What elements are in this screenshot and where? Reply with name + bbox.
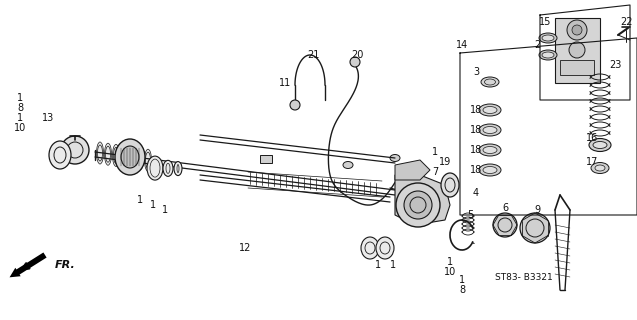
Ellipse shape — [115, 139, 145, 175]
Text: 4: 4 — [473, 188, 479, 198]
Ellipse shape — [145, 149, 152, 171]
Text: ST83- B3321: ST83- B3321 — [495, 274, 553, 283]
Text: 8: 8 — [17, 103, 23, 113]
Ellipse shape — [542, 35, 554, 41]
Polygon shape — [395, 160, 430, 180]
Text: 16: 16 — [586, 133, 598, 143]
Text: 21: 21 — [307, 50, 319, 60]
Text: 10: 10 — [14, 123, 26, 133]
Ellipse shape — [49, 141, 71, 169]
Circle shape — [396, 183, 440, 227]
Text: 13: 13 — [42, 113, 54, 123]
Ellipse shape — [343, 162, 353, 169]
Text: 23: 23 — [609, 60, 621, 70]
Bar — [555, 18, 600, 83]
Text: 20: 20 — [351, 50, 363, 60]
Text: 3: 3 — [473, 67, 479, 77]
Circle shape — [520, 213, 550, 243]
Bar — [260, 155, 272, 163]
Text: 18: 18 — [470, 125, 482, 135]
Ellipse shape — [591, 163, 609, 173]
Ellipse shape — [147, 156, 163, 180]
Ellipse shape — [483, 126, 497, 133]
Text: 19: 19 — [439, 157, 451, 167]
Text: 1: 1 — [390, 260, 396, 270]
Text: 18: 18 — [470, 165, 482, 175]
Text: 1: 1 — [17, 113, 23, 123]
Text: 8: 8 — [459, 285, 465, 295]
Text: 17: 17 — [586, 157, 598, 167]
Text: 10: 10 — [444, 267, 456, 277]
Text: 11: 11 — [279, 78, 291, 88]
FancyArrow shape — [10, 252, 47, 277]
Ellipse shape — [390, 155, 400, 162]
Text: FR.: FR. — [55, 260, 76, 270]
Ellipse shape — [539, 33, 557, 43]
Circle shape — [493, 213, 517, 237]
Ellipse shape — [483, 147, 497, 154]
Ellipse shape — [542, 52, 554, 58]
Text: 1: 1 — [447, 257, 453, 267]
Ellipse shape — [120, 146, 127, 168]
Ellipse shape — [361, 237, 379, 259]
Ellipse shape — [479, 144, 501, 156]
Ellipse shape — [483, 166, 497, 173]
Text: 1: 1 — [137, 195, 143, 205]
Ellipse shape — [595, 165, 605, 171]
Ellipse shape — [589, 139, 611, 151]
Ellipse shape — [136, 148, 143, 170]
Ellipse shape — [479, 124, 501, 136]
Text: 18: 18 — [470, 145, 482, 155]
Circle shape — [350, 57, 360, 67]
Ellipse shape — [481, 77, 499, 87]
Bar — [560, 60, 594, 75]
Ellipse shape — [104, 143, 111, 165]
Text: 1: 1 — [375, 260, 381, 270]
Text: 1: 1 — [459, 275, 465, 285]
Text: 22: 22 — [620, 17, 633, 27]
Text: 7: 7 — [432, 167, 438, 177]
Ellipse shape — [121, 146, 139, 168]
Text: 1: 1 — [150, 200, 156, 210]
Ellipse shape — [593, 141, 607, 148]
Polygon shape — [395, 175, 450, 225]
Circle shape — [572, 25, 582, 35]
Ellipse shape — [113, 144, 120, 166]
Text: 2: 2 — [534, 40, 540, 50]
Text: 6: 6 — [502, 203, 508, 213]
Text: 1: 1 — [17, 93, 23, 103]
Text: 18: 18 — [470, 105, 482, 115]
Text: 5: 5 — [467, 210, 473, 220]
Ellipse shape — [479, 104, 501, 116]
Circle shape — [567, 20, 587, 40]
Ellipse shape — [539, 50, 557, 60]
Ellipse shape — [483, 107, 497, 114]
Text: 14: 14 — [456, 40, 468, 50]
Text: 1: 1 — [162, 205, 168, 215]
Text: 9: 9 — [534, 205, 540, 215]
Ellipse shape — [163, 160, 173, 176]
Ellipse shape — [441, 173, 459, 197]
Text: 1: 1 — [432, 147, 438, 157]
Ellipse shape — [479, 164, 501, 176]
Circle shape — [404, 191, 432, 219]
Circle shape — [569, 42, 585, 58]
Text: 15: 15 — [539, 17, 551, 27]
Ellipse shape — [174, 162, 182, 176]
Circle shape — [290, 100, 300, 110]
Text: 12: 12 — [239, 243, 251, 253]
Ellipse shape — [129, 147, 136, 169]
Ellipse shape — [96, 142, 103, 164]
Circle shape — [61, 136, 89, 164]
Ellipse shape — [376, 237, 394, 259]
